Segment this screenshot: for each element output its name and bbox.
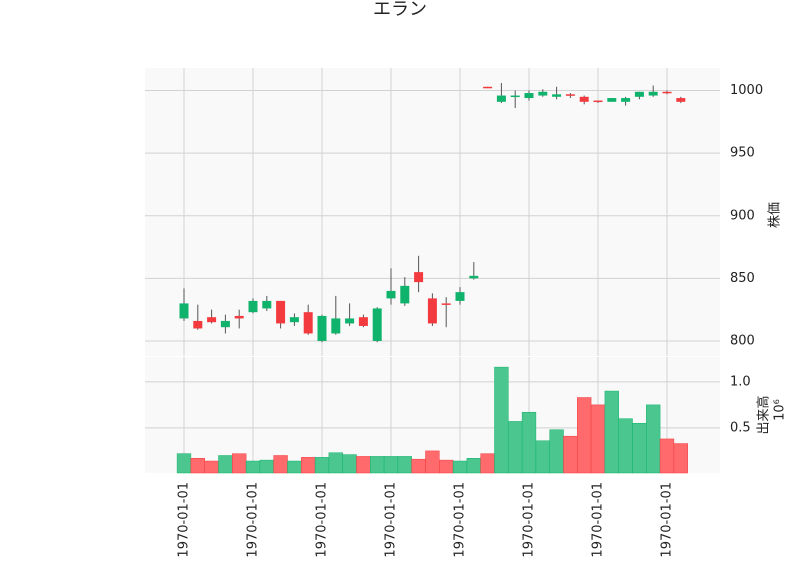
x-tick-label: 1970-01-01 — [591, 482, 606, 558]
candle-body — [455, 292, 465, 301]
volume-bar — [604, 390, 619, 474]
volume-bar — [618, 418, 633, 474]
volume-tick-label: 0.5 — [730, 420, 751, 435]
volume-bar — [383, 456, 399, 474]
volume-bar — [452, 460, 468, 474]
candle-body — [441, 303, 451, 305]
candle-body — [262, 300, 272, 309]
x-tick-label: 1970-01-01 — [384, 482, 399, 558]
volume-bar — [425, 450, 440, 474]
volume-bar — [356, 456, 371, 474]
candle-body — [400, 285, 410, 304]
candle-body — [331, 318, 341, 334]
chart-title: エラン — [373, 0, 427, 20]
candle-body — [524, 93, 534, 99]
y-axis-label: 株価 — [768, 202, 783, 228]
candle-body — [414, 272, 424, 283]
candle-body — [372, 308, 382, 341]
volume-bar — [466, 458, 481, 474]
volume-bar — [273, 455, 288, 474]
candle-body — [234, 315, 244, 319]
volume-bar — [521, 411, 537, 474]
candle-body — [207, 317, 217, 323]
candle-body — [317, 315, 327, 341]
candle-body — [510, 95, 520, 98]
x-tick-label: 1970-01-01 — [177, 482, 192, 558]
volume-bar — [673, 443, 688, 474]
volume-bar — [411, 458, 426, 474]
candle-body — [634, 91, 644, 97]
candle-body — [579, 96, 589, 102]
volume-bar — [632, 423, 647, 474]
candle-body — [648, 91, 658, 96]
volume-bar — [314, 457, 330, 474]
volume-tick-label: 1.0 — [730, 374, 751, 389]
volume-bar — [190, 458, 205, 474]
candle-body — [676, 98, 686, 102]
volume-bar — [549, 429, 564, 474]
x-tick-label: 1970-01-01 — [522, 482, 537, 558]
volume-bar — [328, 452, 343, 474]
candle-body — [193, 320, 203, 329]
volume-bar — [659, 438, 675, 474]
candle-body — [483, 86, 493, 89]
volume-bar — [494, 366, 509, 474]
volume-bar — [218, 455, 233, 474]
candle-body — [358, 317, 368, 326]
candle-body — [427, 298, 437, 324]
candle-body — [248, 300, 258, 313]
candle-body — [220, 320, 230, 328]
candle-body — [662, 91, 672, 94]
volume-bar — [176, 453, 192, 474]
candle-body — [621, 98, 631, 102]
y-tick-label: 850 — [730, 271, 755, 286]
candle-body — [303, 312, 313, 334]
x-tick-label: 1970-01-01 — [453, 482, 468, 558]
volume-bar — [563, 435, 578, 474]
candle-body — [538, 91, 548, 96]
volume-bar — [397, 456, 412, 474]
candle-body — [565, 94, 575, 96]
volume-scale: 10⁶ — [773, 399, 788, 421]
x-tick-label: 1970-01-01 — [660, 482, 675, 558]
volume-bar — [508, 421, 523, 474]
volume-bar — [342, 454, 357, 474]
candle-body — [345, 318, 355, 324]
y-tick-label: 950 — [730, 146, 755, 161]
candle-body — [593, 100, 603, 103]
candle-body — [179, 303, 189, 319]
volume-bar — [590, 404, 606, 474]
volume-bar — [204, 460, 219, 474]
volume-bar — [259, 459, 274, 474]
volume-bar — [301, 457, 316, 474]
volume-bar — [439, 459, 454, 474]
candle-body — [552, 94, 562, 97]
candle-body — [276, 300, 286, 324]
volume-axis-label: 出来高 — [756, 395, 772, 434]
candle-body — [289, 317, 299, 323]
candle-body — [386, 290, 396, 299]
candle-body — [496, 95, 506, 102]
volume-bar — [577, 397, 592, 474]
volume-bar — [535, 440, 550, 474]
x-tick-label: 1970-01-01 — [246, 482, 261, 558]
y-tick-label: 800 — [730, 333, 755, 348]
candle-body — [469, 275, 479, 279]
volume-bar — [287, 460, 302, 474]
volume-bar — [232, 453, 247, 474]
volume-bar — [480, 453, 495, 474]
candle-body — [607, 98, 617, 102]
volume-bar — [245, 460, 261, 474]
y-tick-label: 900 — [730, 208, 755, 223]
volume-bar — [646, 404, 661, 474]
x-tick-label: 1970-01-01 — [315, 482, 330, 558]
y-tick-label: 1000 — [730, 83, 763, 98]
volume-bar — [370, 456, 385, 474]
